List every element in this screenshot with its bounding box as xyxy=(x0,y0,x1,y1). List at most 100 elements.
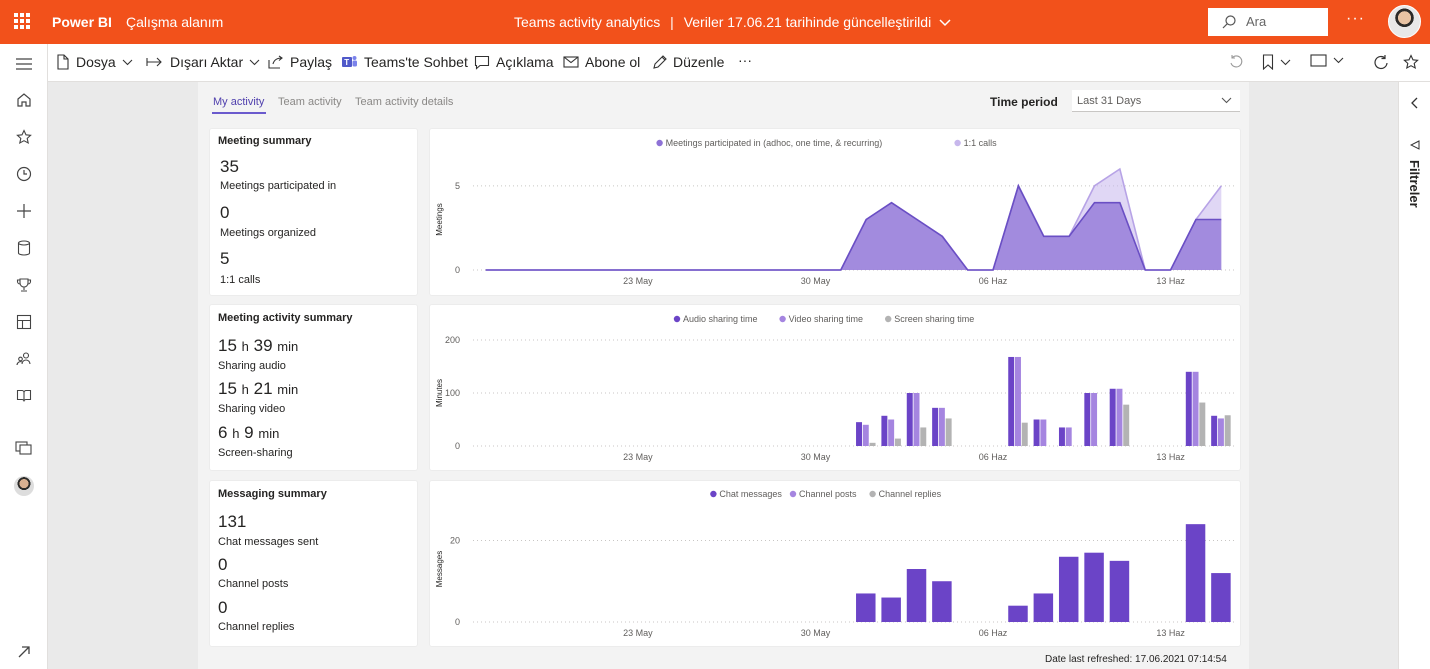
file-menu-button[interactable]: Dosya xyxy=(56,54,133,70)
favorites-star-icon[interactable] xyxy=(14,127,34,147)
edit-button[interactable]: Düzenle xyxy=(652,54,724,70)
chevron-left-icon[interactable] xyxy=(1410,97,1418,109)
legend-label: Chat messages xyxy=(719,489,782,499)
x-tick-label: 06 Haz xyxy=(979,628,1008,638)
shared-people-icon[interactable] xyxy=(14,349,34,369)
edit-label: Düzenle xyxy=(673,54,725,70)
x-tick-label: 06 Haz xyxy=(979,452,1008,462)
meetings-chart-svg: Meetings participated in (adhoc, one tim… xyxy=(435,138,1234,286)
create-plus-icon[interactable] xyxy=(14,201,34,221)
legend-label: Channel posts xyxy=(799,489,857,499)
legend-label: Video sharing time xyxy=(789,314,863,324)
legend-swatch xyxy=(869,490,876,498)
file-icon xyxy=(57,54,69,70)
y-tick-label: 5 xyxy=(455,181,460,191)
bar xyxy=(1199,402,1206,446)
app-launcher-icon[interactable] xyxy=(14,13,30,29)
favorite-button[interactable] xyxy=(1403,54,1419,70)
tab-team-activity[interactable]: Team activity xyxy=(278,96,342,108)
bar xyxy=(881,415,888,446)
bar xyxy=(881,597,901,622)
reset-button[interactable] xyxy=(1228,54,1244,70)
bar xyxy=(945,418,952,446)
filters-label[interactable]: Filtreler xyxy=(1407,160,1422,208)
undo-icon xyxy=(1230,55,1243,68)
y-axis-title: Minutes xyxy=(435,379,444,407)
bar xyxy=(938,407,945,446)
last-refreshed: Date last refreshed: 17.06.2021 07:14:54 xyxy=(1045,654,1227,665)
hamburger-menu-icon[interactable] xyxy=(14,54,34,74)
share-label: Paylaş xyxy=(290,54,333,70)
messaging-summary-card: Messaging summary 131 Chat messages sent… xyxy=(210,481,417,646)
legend-swatch xyxy=(710,490,717,498)
bar xyxy=(1192,371,1199,446)
meetings-participated-label: Meetings participated in xyxy=(220,180,337,192)
bar xyxy=(1065,427,1072,446)
subscribe-button[interactable]: Abone ol xyxy=(563,54,640,70)
workspace-link[interactable]: Çalışma alanım xyxy=(126,14,224,30)
file-label: Dosya xyxy=(76,54,116,70)
home-icon[interactable] xyxy=(14,90,34,110)
more-options-button[interactable]: ··· xyxy=(1346,10,1365,27)
bar xyxy=(856,593,876,622)
teams-chat-label: Teams'te Sohbet xyxy=(364,54,468,70)
goals-trophy-icon[interactable] xyxy=(14,275,34,295)
subscribe-label: Abone ol xyxy=(585,54,641,70)
view-button[interactable] xyxy=(1310,54,1344,67)
bar xyxy=(1123,404,1130,446)
tab-my-activity[interactable]: My activity xyxy=(213,96,265,108)
expand-arrow-icon[interactable] xyxy=(14,642,34,662)
channel-posts-value: 0 xyxy=(218,555,228,574)
recent-clock-icon[interactable] xyxy=(14,164,34,184)
bar xyxy=(932,407,939,446)
sharing-chart-svg: Audio sharing time Video sharing time Scre… xyxy=(435,314,1234,462)
y-axis-title: Messages xyxy=(435,551,444,587)
bar xyxy=(1033,419,1040,446)
bar xyxy=(1211,573,1231,622)
apps-grid-icon[interactable] xyxy=(14,312,34,332)
report-title-menu[interactable]: Teams activity analytics | Veriler 17.06… xyxy=(514,14,951,30)
view-frame-icon xyxy=(1310,54,1327,67)
chevron-down-icon xyxy=(122,59,133,65)
y-axis-title: Meetings xyxy=(435,203,444,235)
y-tick-label: 0 xyxy=(455,265,460,275)
bar xyxy=(1109,388,1116,446)
workspaces-icon[interactable] xyxy=(14,438,34,458)
export-menu-button[interactable]: Dışarı Aktar xyxy=(146,54,260,70)
legend-label: Channel replies xyxy=(879,489,942,499)
x-tick-label: 30 May xyxy=(801,452,831,462)
share-button[interactable]: Paylaş xyxy=(268,54,332,70)
bar xyxy=(1217,418,1224,446)
share-icon xyxy=(268,55,283,69)
legend-swatch xyxy=(789,490,797,498)
bar xyxy=(1040,419,1047,446)
my-workspace-avatar[interactable] xyxy=(14,476,34,496)
bar xyxy=(1021,422,1028,446)
toolbar-more-button[interactable]: ··· xyxy=(738,52,752,68)
bar xyxy=(1084,393,1091,446)
chevron-down-icon xyxy=(1280,59,1291,65)
learn-book-icon[interactable] xyxy=(14,386,34,406)
datasets-cylinder-icon[interactable] xyxy=(14,238,34,258)
bar xyxy=(1058,556,1079,622)
bookmark-button[interactable] xyxy=(1262,54,1291,70)
messages-bar-chart: Chat messages Channel posts Channel replie… xyxy=(430,481,1240,646)
comment-button[interactable]: Açıklama xyxy=(474,54,554,70)
bar xyxy=(1058,427,1065,446)
bar xyxy=(920,427,927,446)
bar xyxy=(1185,524,1206,622)
search-input[interactable]: Ara xyxy=(1208,8,1328,36)
time-period-dropdown[interactable]: Last 31 Days xyxy=(1072,90,1240,112)
refresh-button[interactable] xyxy=(1373,54,1389,70)
tab-team-activity-details[interactable]: Team activity details xyxy=(355,96,454,108)
refresh-icon xyxy=(1374,55,1388,70)
filters-pane[interactable] xyxy=(1398,82,1430,669)
brand-name[interactable]: Power BI xyxy=(52,14,112,30)
user-avatar[interactable] xyxy=(1388,5,1421,38)
bar xyxy=(1116,388,1123,446)
teams-chat-button[interactable]: T Teams'te Sohbet xyxy=(341,54,468,70)
chat-messages-value: 131 xyxy=(218,512,247,531)
legend-label: 1:1 calls xyxy=(964,138,998,148)
bar xyxy=(1015,356,1021,446)
x-tick-label: 23 May xyxy=(623,628,653,638)
